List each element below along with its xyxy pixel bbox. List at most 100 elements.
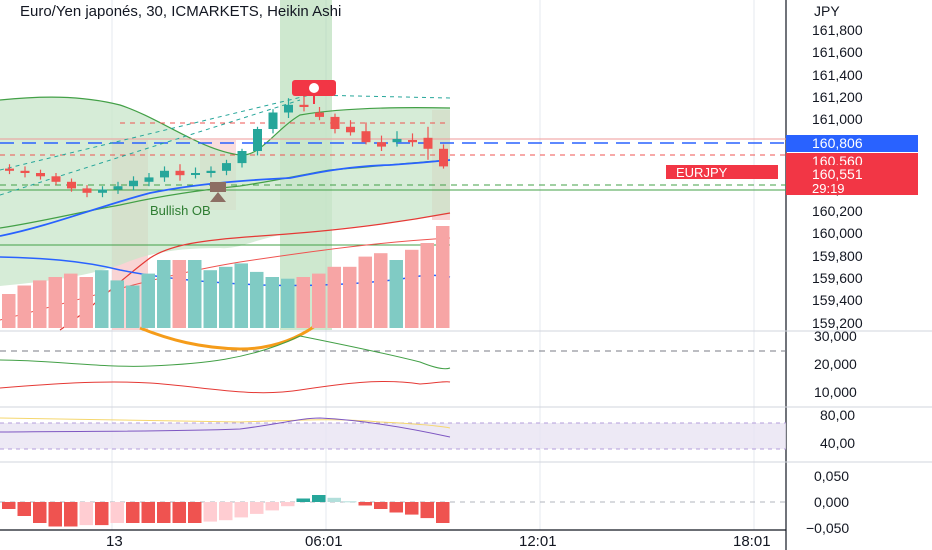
volume-bar — [172, 260, 186, 328]
price-tick: 159,800 — [812, 248, 863, 264]
price-tag-1: 160,806 — [812, 135, 863, 151]
volume-bar — [436, 226, 450, 328]
candle — [20, 166, 30, 178]
macd-bar — [2, 502, 16, 509]
volume-bar — [374, 253, 388, 328]
price-tick: 159,200 — [812, 315, 863, 331]
symbol-tag-bg — [666, 165, 778, 179]
macd-bar — [327, 497, 341, 502]
volume-bar — [405, 249, 419, 328]
time-tick-0601: 06:01 — [305, 533, 343, 550]
macd-bar — [420, 502, 434, 519]
time-tick-1201: 12:01 — [519, 533, 557, 550]
candle-body — [160, 170, 169, 178]
volume-bar — [157, 260, 171, 328]
price-tick: 161,400 — [812, 67, 863, 83]
candle-body — [315, 112, 324, 117]
price-tick: 161,200 — [812, 89, 863, 105]
macd-bar — [172, 502, 186, 523]
candle-body — [423, 137, 433, 149]
volume-bars — [2, 226, 450, 328]
price-tick: 161,600 — [812, 44, 863, 60]
candle — [439, 144, 448, 169]
ma-blue-line — [0, 159, 451, 237]
price-axis: 161,800161,600161,400161,200161,000160,4… — [812, 22, 863, 331]
candle-body — [129, 180, 138, 187]
volume-bar — [219, 266, 233, 328]
candle — [160, 166, 169, 182]
volume-bar — [358, 256, 372, 328]
volume-bar — [79, 277, 93, 328]
macd-tick-1: 0,050 — [814, 468, 849, 484]
countdown-tag: 29:19 — [812, 181, 845, 196]
candle-body — [361, 131, 371, 143]
candle — [5, 164, 14, 175]
candle — [222, 159, 231, 176]
volume-bar — [296, 277, 310, 328]
candle-body — [98, 189, 107, 193]
macd-tick-3: −0,050 — [806, 520, 849, 536]
price-tag-3: 160,551 — [812, 166, 863, 182]
alert-badge[interactable] — [292, 80, 336, 104]
candle-body — [299, 104, 309, 107]
candle — [175, 164, 185, 181]
currency-label: JPY — [814, 3, 840, 19]
candle-body — [36, 173, 45, 177]
candle-body — [392, 138, 402, 143]
volume-bar — [389, 260, 403, 328]
candle-body — [191, 173, 200, 175]
time-axis: 13 06:01 12:01 18:01 — [106, 533, 771, 550]
candle-body — [20, 170, 30, 173]
candle — [36, 169, 45, 180]
macd-bar — [389, 502, 403, 513]
candle — [268, 109, 278, 134]
macd-bar — [234, 502, 248, 518]
candle-body — [330, 116, 340, 129]
volume-bar — [234, 263, 248, 328]
candle — [237, 148, 247, 168]
candle-body — [82, 188, 92, 193]
price-tick: 159,400 — [812, 292, 863, 308]
macd-bar — [296, 498, 310, 502]
volume-bar — [420, 243, 434, 328]
volume-bar — [48, 277, 62, 328]
pane-separators — [0, 330, 932, 463]
time-tick-1801: 18:01 — [733, 533, 771, 550]
candle — [129, 176, 138, 191]
candle-body — [253, 129, 262, 151]
trend-lines — [0, 94, 451, 196]
bullish-ob-label: Bullish OB — [150, 203, 211, 218]
macd-bar — [79, 502, 93, 526]
price-tag-1-bg — [786, 135, 918, 152]
volume-bar — [2, 294, 16, 328]
macd-bar — [110, 502, 124, 523]
volume-bar — [312, 273, 326, 328]
candle-body — [222, 163, 231, 171]
volume-bar — [95, 270, 109, 328]
macd-bar — [203, 502, 217, 522]
candle-body — [144, 177, 154, 182]
rsi-band — [0, 423, 786, 449]
rsi-tick-80: 80,00 — [820, 407, 855, 423]
skull-icon — [309, 83, 319, 93]
volume-bar — [33, 280, 47, 328]
rsi-axis: 80,00 40,00 — [820, 407, 855, 451]
oscillator1-axis: 30,000 20,000 10,000 — [814, 328, 857, 400]
macd-axis: 0,050 0,000 −0,050 — [806, 468, 849, 536]
candle-body — [67, 181, 76, 189]
candle — [423, 126, 433, 160]
price-tick: 160,000 — [812, 225, 863, 241]
macd-bar — [312, 495, 326, 502]
ob-marker-icon — [210, 182, 226, 192]
symbol-tag: EURJPY — [676, 165, 728, 180]
candle — [67, 178, 76, 192]
macd-bar — [141, 502, 155, 523]
macd-bar — [374, 502, 388, 509]
volume-bar — [64, 273, 78, 328]
candle — [377, 135, 386, 151]
bullish-ob-annotation: Bullish OB — [150, 182, 226, 218]
osc1-tick-2: 20,000 — [814, 356, 857, 372]
price-tick: 161,800 — [812, 22, 863, 38]
candle — [315, 107, 324, 121]
